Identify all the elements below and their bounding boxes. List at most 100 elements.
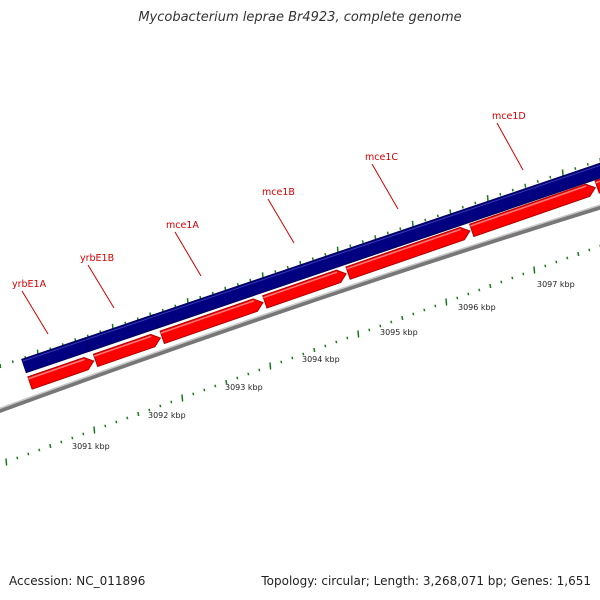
- lower-tick: [533, 266, 536, 274]
- scale-label: 3096 kbp: [458, 303, 496, 312]
- upper-tick: [399, 227, 402, 231]
- lower-tick: [203, 388, 206, 392]
- lower-tick: [588, 248, 591, 252]
- leader-line: [371, 163, 399, 210]
- lower-tick: [313, 347, 316, 353]
- lower-tick: [148, 408, 151, 412]
- leader-line: [87, 264, 115, 309]
- gene-label-mce1C: mce1C: [365, 152, 398, 163]
- lower-tick: [346, 336, 349, 340]
- leader-line: [21, 290, 49, 335]
- upper-tick: [511, 188, 514, 192]
- gene-arrow: [159, 298, 264, 345]
- lower-tick: [5, 458, 8, 466]
- upper-tick: [524, 183, 527, 188]
- upper-tick: [574, 167, 577, 171]
- gene-arrow: [92, 333, 162, 368]
- lower-tick: [555, 260, 558, 264]
- lower-tick: [82, 432, 85, 436]
- lower-tick: [115, 420, 118, 424]
- lower-tick: [368, 328, 371, 332]
- lower-tick: [445, 298, 448, 306]
- lower-tick: [335, 340, 338, 344]
- lower-tick: [511, 276, 514, 280]
- gene-arrow: [262, 269, 347, 309]
- upper-tick: [424, 218, 427, 222]
- lower-tick: [49, 443, 52, 449]
- lower-tick: [390, 320, 393, 324]
- lower-tick: [38, 448, 41, 452]
- lower-tick: [467, 292, 470, 296]
- scale-label: 3097 kbp: [537, 280, 575, 289]
- upper-tick: [11, 360, 14, 364]
- genome-summary-text: Topology: circular; Length: 3,268,071 bp…: [261, 574, 591, 588]
- lower-tick: [258, 368, 261, 372]
- upper-tick: [361, 240, 364, 243]
- lower-tick: [93, 426, 96, 434]
- upper-tick: [499, 192, 502, 196]
- lower-tick: [291, 356, 294, 360]
- upper-tick: [374, 235, 377, 240]
- lower-tick: [126, 416, 129, 420]
- upper-tick: [461, 205, 464, 209]
- upper-tick: [274, 270, 277, 274]
- upper-tick: [436, 214, 439, 218]
- upper-tick: [474, 201, 477, 205]
- accession-text: Accession: NC_011896: [9, 574, 146, 588]
- lower-tick: [137, 411, 140, 417]
- lower-tick: [478, 288, 481, 292]
- forward-strand-track: [21, 162, 600, 374]
- lower-tick: [423, 308, 426, 312]
- scale-labels: 3091 kbp 3092 kbp 3093 kbp 3094 kbp 3095 kbp…: [72, 280, 575, 451]
- lower-tick: [489, 283, 492, 289]
- scale-label: 3092 kbp: [148, 411, 186, 420]
- lower-tick: [60, 440, 63, 444]
- lower-tick: [412, 312, 415, 316]
- genome-backbone: [0, 204, 600, 413]
- lower-tick: [181, 394, 184, 402]
- lower-tick: [159, 404, 162, 408]
- lower-tick: [104, 424, 107, 428]
- leader-line: [174, 231, 202, 277]
- lower-tick: [280, 360, 283, 364]
- upper-tick: [286, 265, 289, 269]
- lower-tick: [16, 456, 19, 460]
- gene-arrow: [27, 356, 95, 390]
- lower-tick: [544, 264, 547, 268]
- upper-tick: [549, 175, 552, 179]
- scale-label: 3095 kbp: [380, 328, 418, 337]
- forward-track-segment: [152, 162, 600, 329]
- lower-tick: [214, 384, 217, 388]
- lower-tick: [302, 352, 305, 356]
- upper-tick: [0, 363, 2, 369]
- page-title: Mycobacterium leprae Br4923, complete ge…: [138, 10, 462, 25]
- leader-line: [496, 122, 524, 171]
- lower-tick: [71, 436, 74, 440]
- lower-tick: [566, 256, 569, 260]
- gene-track: [27, 178, 600, 390]
- lower-tick: [192, 392, 195, 396]
- lower-tick: [401, 315, 404, 321]
- upper-tick: [211, 291, 214, 295]
- lower-tick: [577, 251, 580, 257]
- upper-tick: [536, 180, 539, 183]
- lower-tick: [456, 296, 459, 300]
- lower-tick: [27, 452, 30, 456]
- upper-tick: [449, 209, 452, 214]
- scale-label: 3091 kbp: [72, 442, 110, 451]
- upper-tick: [349, 244, 352, 248]
- leader-line: [267, 198, 295, 244]
- lower-tick-row: [5, 244, 600, 466]
- lower-tick: [269, 362, 272, 370]
- lower-tick: [379, 324, 382, 328]
- upper-tick: [311, 257, 314, 261]
- upper-tick: [249, 278, 252, 282]
- lower-tick: [324, 344, 327, 348]
- upper-tick: [586, 162, 589, 166]
- gene-label-mce1D: mce1D: [492, 111, 526, 122]
- gene-label-leaders: [21, 122, 524, 335]
- gene-label-yrbE1B: yrbE1B: [80, 253, 114, 264]
- lower-tick: [522, 272, 525, 276]
- gene-label-mce1A: mce1A: [166, 220, 199, 231]
